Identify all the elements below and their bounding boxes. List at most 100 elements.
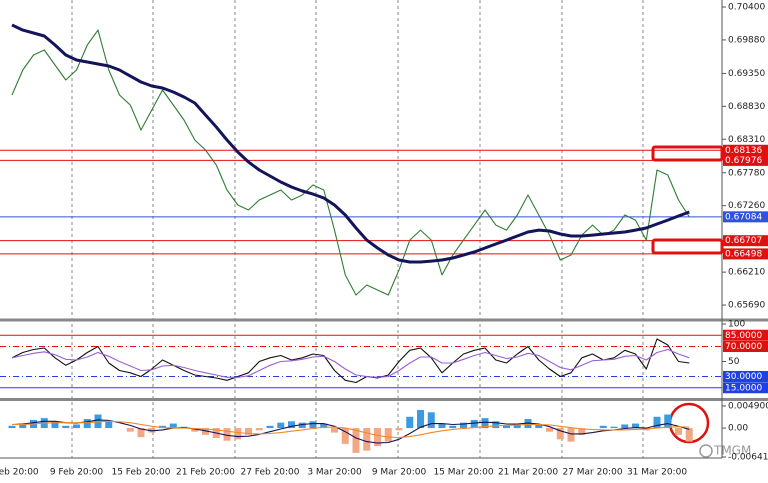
plot-area — [0, 0, 722, 458]
watermark-logo — [699, 444, 713, 458]
y-tick-label: 0.65690 — [728, 301, 765, 311]
histogram-bar — [62, 425, 70, 429]
y-tick-label: 0.0049007 — [728, 401, 768, 411]
histogram-bar — [556, 428, 564, 440]
histogram-bar — [621, 424, 629, 429]
histogram-bar — [352, 428, 360, 453]
x-tick-label: 31 Mar 20:00 — [627, 468, 687, 478]
level-label-box — [723, 329, 768, 341]
histogram-bar — [653, 416, 661, 429]
y-tick-label: 0.68310 — [728, 135, 765, 145]
histogram-bar — [417, 410, 424, 429]
level-label-box — [723, 382, 768, 394]
x-tick-label: 9 Mar 20:00 — [372, 468, 427, 478]
series-line — [12, 420, 690, 439]
histogram-bar — [513, 423, 521, 429]
x-tick-label: 9 Feb 20:00 — [50, 468, 104, 478]
histogram-bar — [137, 428, 145, 438]
histogram-bar — [632, 423, 639, 429]
y-tick-label: 100 — [728, 320, 745, 330]
histogram-bar — [685, 428, 693, 442]
histogram-bar — [288, 421, 295, 429]
histogram-bar — [277, 422, 285, 429]
y-tick-label: 0.70400 — [728, 3, 765, 13]
level-label: 0.67084 — [725, 212, 762, 222]
zone-box — [651, 238, 724, 255]
histogram-bar — [320, 423, 328, 429]
histogram-bar — [675, 428, 682, 435]
histogram-bar — [492, 421, 500, 429]
level-label: 70.0000 — [725, 342, 762, 352]
histogram-bar — [438, 423, 446, 429]
histogram-bar — [234, 428, 242, 440]
y-tick-label: 0.67260 — [728, 201, 765, 211]
histogram-bar — [266, 425, 274, 429]
watermark: TMGM — [699, 444, 751, 458]
series-line — [11, 338, 690, 384]
level-label: 0.67976 — [725, 156, 762, 166]
histogram-bar — [578, 428, 586, 435]
histogram-bar — [384, 428, 392, 442]
x-tick-label: 15 Feb 20:00 — [111, 468, 170, 478]
histogram-bar — [470, 419, 478, 429]
x-tick-label: 3 Mar 20:00 — [307, 468, 362, 478]
histogram-bar — [567, 428, 575, 442]
histogram-bar — [460, 422, 467, 429]
level-label-box — [723, 371, 768, 382]
y-tick-label: 0.67780 — [728, 168, 765, 178]
series-line — [11, 348, 690, 378]
histogram-bar — [8, 425, 16, 429]
histogram-bar — [363, 428, 371, 451]
histogram-bar — [610, 426, 618, 429]
histogram-bar — [298, 422, 306, 429]
x-tick-label: 21 Mar 20:00 — [498, 468, 558, 478]
level-label: 0.68136 — [725, 146, 762, 156]
y-tick-label: 0.68830 — [728, 102, 765, 112]
level-label: 0.66498 — [725, 249, 762, 259]
level-label-box — [723, 341, 768, 352]
series-line — [11, 23, 690, 264]
histogram-bar — [51, 421, 59, 429]
histogram-bar — [245, 428, 252, 435]
histogram-bar — [599, 425, 607, 429]
histogram-bar — [664, 414, 672, 429]
histogram-bar — [255, 428, 263, 431]
histogram-bar — [105, 421, 113, 429]
level-label-box — [723, 248, 768, 260]
level-label: 30.0000 — [725, 372, 762, 382]
x-tick-label: 15 Mar 20:00 — [433, 468, 493, 478]
y-tick-label: 0.66210 — [728, 268, 765, 278]
histogram-bar — [73, 424, 80, 429]
histogram-bar — [159, 425, 166, 429]
level-label: 15.0000 — [725, 383, 762, 393]
histogram-bar — [191, 428, 199, 432]
y-tick-label: 0.69350 — [728, 69, 765, 79]
level-label-box — [723, 144, 768, 156]
x-tick-label: 27 Mar 20:00 — [562, 468, 622, 478]
histogram-bar — [406, 416, 414, 429]
histogram-bar — [126, 428, 134, 432]
watermark-text: TMGM — [713, 444, 751, 458]
level-label: 0.66707 — [725, 236, 762, 246]
histogram-bar — [449, 425, 457, 429]
histogram-bar — [341, 428, 349, 444]
histogram-bar — [546, 428, 553, 432]
level-label-box — [723, 211, 768, 223]
histogram-bar — [503, 425, 510, 429]
x-tick-label: 27 Feb 20:00 — [240, 468, 299, 478]
histogram-bar — [535, 424, 543, 429]
series-line — [11, 29, 690, 296]
series-line — [11, 419, 690, 444]
histogram-bar — [309, 421, 317, 429]
level-label-box — [723, 154, 768, 166]
level-label-box — [723, 235, 768, 247]
histogram-bar — [331, 428, 338, 433]
level-label: 85.0000 — [725, 331, 762, 341]
histogram-bar — [427, 412, 435, 429]
histogram-bar — [481, 418, 489, 429]
histogram-bar — [19, 423, 27, 429]
histogram-bar — [83, 419, 91, 429]
y-tick-label: -0.0064131 — [728, 453, 768, 463]
y-tick-label: 0.00 — [728, 424, 748, 434]
